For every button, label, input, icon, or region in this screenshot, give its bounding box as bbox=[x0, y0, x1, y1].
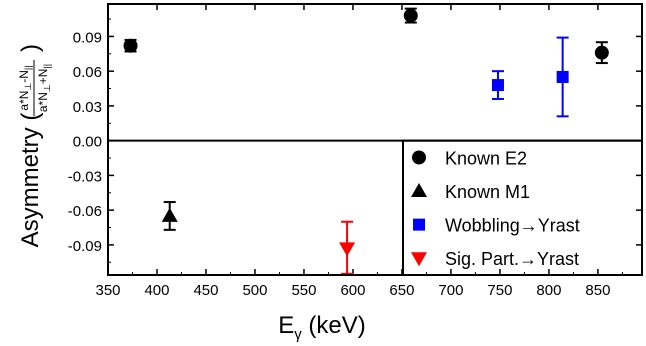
x-tick-label: 600 bbox=[340, 282, 365, 299]
ticks-layer: 350 400 450 500 550 600 650 700 750 800 850 0.09 0.0… bbox=[68, 4, 642, 299]
y-axis-fraction-denominator: a*N⊥+N|| bbox=[36, 64, 52, 112]
legend-label: Known M1 bbox=[445, 182, 530, 202]
data-point bbox=[594, 45, 609, 60]
legend: Known E2 Known M1 Wobbling→Yrast Sig. Part.… bbox=[402, 139, 643, 276]
y-tick-label: 0.00 bbox=[73, 134, 102, 151]
legend-label: Known E2 bbox=[445, 148, 527, 168]
data-point bbox=[403, 8, 418, 23]
x-axis-title: Eγ (keV) bbox=[278, 312, 366, 343]
legend-marker bbox=[411, 252, 427, 267]
x-tick-label: 850 bbox=[585, 282, 610, 299]
legend-label: Wobbling→Yrast bbox=[445, 216, 580, 236]
x-tick-label: 400 bbox=[144, 282, 169, 299]
x-tick-label: 750 bbox=[487, 282, 512, 299]
y-tick-label: 0.09 bbox=[73, 29, 102, 46]
plot-frame bbox=[107, 3, 643, 276]
x-tick-label: 650 bbox=[389, 282, 414, 299]
data-point bbox=[339, 242, 356, 257]
x-tick-label: 550 bbox=[291, 282, 316, 299]
data-point bbox=[123, 38, 138, 53]
data-point bbox=[556, 70, 569, 83]
marks-layer bbox=[123, 7, 609, 275]
y-tick-label: -0.06 bbox=[68, 203, 102, 220]
legend-marker bbox=[411, 183, 427, 198]
y-tick-label: -0.09 bbox=[68, 238, 102, 255]
legend-label: Sig. Part.→Yrast bbox=[445, 249, 579, 269]
x-tick-label: 800 bbox=[536, 282, 561, 299]
x-tick-label: 500 bbox=[242, 282, 267, 299]
y-tick-label: -0.03 bbox=[68, 168, 102, 185]
legend-marker bbox=[412, 150, 426, 165]
y-axis-title-main: Asymmetry ( bbox=[17, 113, 44, 248]
x-tick-label: 700 bbox=[438, 282, 463, 299]
x-tick-label: 450 bbox=[193, 282, 218, 299]
data-point bbox=[161, 207, 178, 222]
y-tick-label: 0.06 bbox=[73, 64, 102, 81]
y-axis-title-close: ) bbox=[17, 44, 44, 52]
y-axis-fraction-numerator: a*N⊥-N|| bbox=[17, 65, 33, 110]
y-tick-label: 0.03 bbox=[73, 99, 102, 116]
data-point bbox=[491, 79, 504, 92]
legend-marker bbox=[413, 218, 425, 231]
x-tick-label: 350 bbox=[95, 282, 120, 299]
y-axis-title: Asymmetry ( a*N⊥-N|| a*N⊥+N|| ) bbox=[17, 44, 52, 247]
